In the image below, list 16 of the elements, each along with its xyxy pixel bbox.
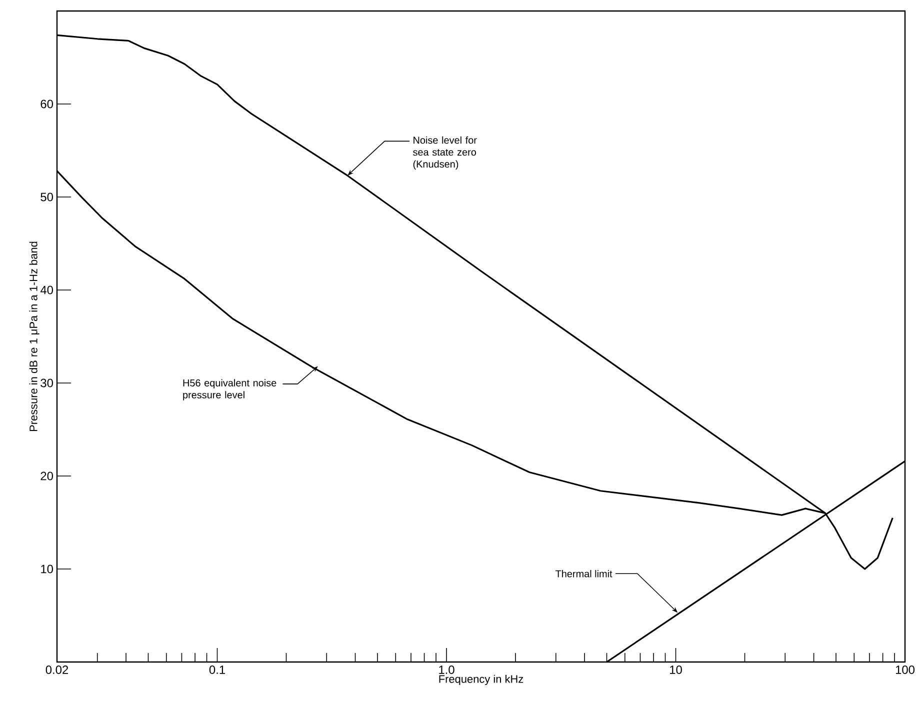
y-tick-label: 30 [40,378,54,388]
x-axis-title: Frequency in kHz [439,674,524,686]
x-tick-label: 100 [896,666,915,674]
annotation: Noise level for sea state zero (Knudsen) [413,136,477,170]
y-tick-label: 60 [40,100,54,108]
y-tick-label: 40 [40,286,54,294]
annotation: H56 equivalent noise pressure level [183,379,276,400]
y-tick-label: 50 [40,192,54,202]
x-tick-label: 0.1 [209,666,225,674]
x-tick-label: 1.0 [439,666,454,674]
y-tick-label: 10 [41,564,54,574]
annotation: Thermal limit [556,570,612,578]
y-tick-label: 20 [40,472,54,480]
x-tick-label: 10 [670,666,682,674]
x-tick-label: 0.02 [46,666,68,674]
y-axis-title: Pressure in dB re 1 μPa in a 1-Hz band [29,242,40,432]
